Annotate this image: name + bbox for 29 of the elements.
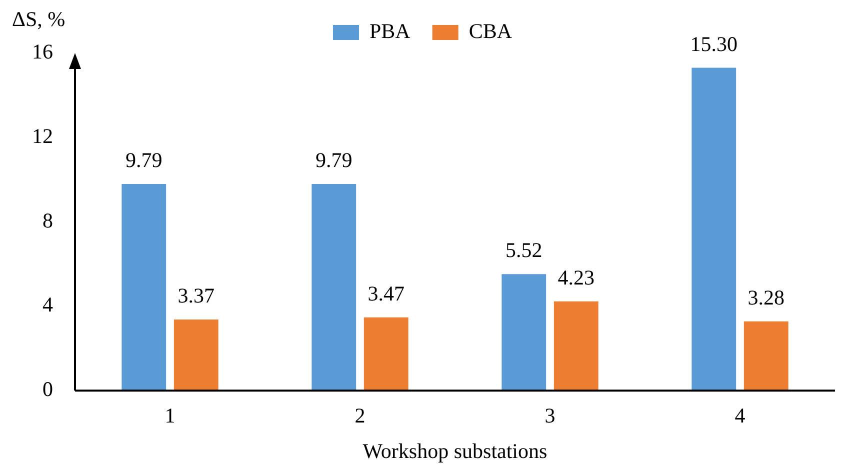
- bar: [312, 184, 356, 391]
- data-label: 3.37: [178, 284, 214, 308]
- data-label: 3.28: [748, 285, 784, 310]
- x-tick-label: 1: [164, 404, 176, 428]
- data-label: 5.52: [506, 238, 542, 262]
- y-tick-label: 16: [32, 40, 53, 64]
- x-tick-label: 2: [354, 404, 366, 428]
- data-label: 3.47: [368, 281, 404, 306]
- bar: [744, 321, 788, 391]
- x-axis-title: Workshop substations: [362, 438, 548, 463]
- x-tick-label: 4: [734, 404, 746, 428]
- bar: [502, 274, 546, 391]
- bar: [554, 301, 598, 391]
- bar: [174, 319, 218, 391]
- y-tick-label: 4: [42, 292, 54, 317]
- bar: [692, 68, 736, 391]
- y-tick-label: 12: [32, 124, 53, 148]
- legend-label: CBA: [468, 19, 513, 44]
- data-label: 9.79: [316, 148, 352, 172]
- y-tick-label: 0: [42, 377, 53, 402]
- x-tick-label: 3: [544, 404, 556, 428]
- bar: [122, 184, 166, 391]
- y-tick-label: 8: [42, 208, 53, 232]
- y-axis-title: ΔS, %: [12, 7, 66, 32]
- legend-label: PBA: [369, 19, 412, 44]
- bar: [364, 317, 408, 391]
- data-label: 15.30: [690, 32, 738, 56]
- data-label: 9.79: [126, 148, 162, 172]
- data-label: 4.23: [558, 265, 594, 290]
